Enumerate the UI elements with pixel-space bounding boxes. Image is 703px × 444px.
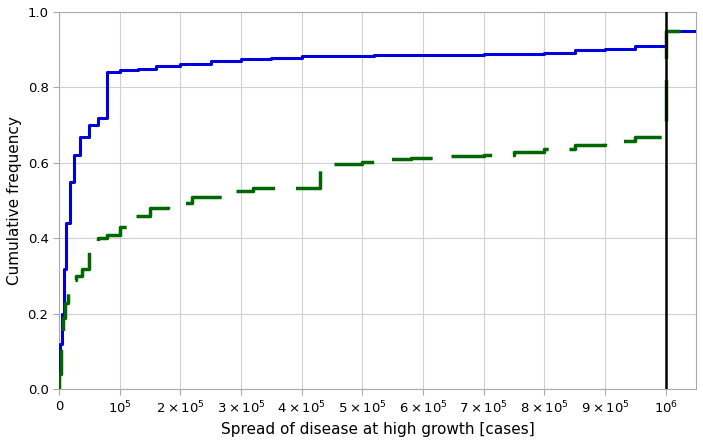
Y-axis label: Cumulative frequency: Cumulative frequency	[7, 116, 22, 285]
X-axis label: Spread of disease at high growth [cases]: Spread of disease at high growth [cases]	[221, 422, 534, 437]
